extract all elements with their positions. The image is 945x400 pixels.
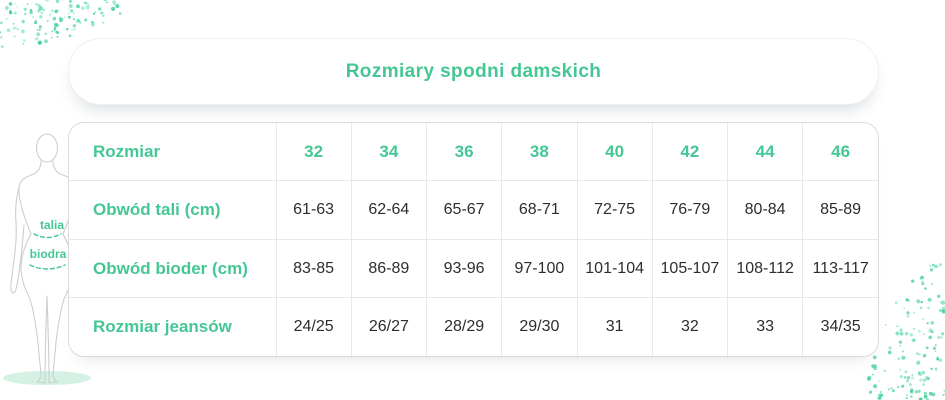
decor-speckle-bottom-right <box>866 263 945 400</box>
value-cell: 33 <box>727 297 804 356</box>
value-cell: 32 <box>652 297 729 356</box>
size-header-cell: 46 <box>802 123 878 182</box>
decor-speckle-top-left <box>0 0 122 48</box>
waist-label: talia <box>40 218 64 232</box>
table-row: Rozmiar jeansów 24/25 26/27 28/29 29/30 31 32 3… <box>69 297 878 356</box>
size-table: Rozmiar 32 34 36 38 40 42 44 46 Obwód tali (cm) 61… <box>69 123 878 356</box>
size-header-cell: 32 <box>276 123 352 182</box>
value-cell: 62-64 <box>351 180 428 240</box>
size-header-cell: 38 <box>501 123 578 182</box>
value-cell: 31 <box>577 297 653 356</box>
value-cell: 113-117 <box>802 239 878 299</box>
page-title: Rozmiary spodni damskich <box>345 60 602 82</box>
value-cell: 65-67 <box>426 180 503 240</box>
value-cell: 29/30 <box>501 297 578 356</box>
value-cell: 72-75 <box>577 180 653 240</box>
hips-dashed-arc <box>29 264 66 270</box>
value-cell: 34/35 <box>820 318 861 336</box>
row-label: Obwód tali (cm) <box>69 180 277 240</box>
value-cell: 68-71 <box>501 180 578 240</box>
table-row: Obwód tali (cm) 61-63 62-64 65-67 68-71 72-75… <box>69 180 878 240</box>
value-cell: 85-89 <box>802 180 878 240</box>
value-cell: 76-79 <box>652 180 729 240</box>
value-cell: 83-85 <box>276 239 352 299</box>
value-cell: 93-96 <box>426 239 503 299</box>
value-cell: 101-104 <box>577 239 653 299</box>
figure-head-outline <box>35 133 59 163</box>
size-header-cell: 36 <box>426 123 503 182</box>
size-table-container: Rozmiar 32 34 36 38 40 42 44 46 Obwód tali (cm) 61… <box>68 122 879 357</box>
waist-dashed-arc <box>33 233 62 239</box>
table-row: Obwód bioder (cm) 83-85 86-89 93-96 97-100 10… <box>69 239 878 299</box>
table-header-row: Rozmiar 32 34 36 38 40 42 44 46 <box>69 123 878 182</box>
row-label: Rozmiar jeansów <box>69 297 277 356</box>
value-cell: 26/27 <box>351 297 428 356</box>
value-cell: 97-100 <box>501 239 578 299</box>
size-header-cell: 44 <box>727 123 804 182</box>
value-cell: 28/29 <box>426 297 503 356</box>
row-label: Rozmiar <box>69 123 277 182</box>
value-cell: 61-63 <box>276 180 352 240</box>
figure-ground-shadow <box>3 371 91 385</box>
size-header-cell: 40 <box>577 123 653 182</box>
figure-body-outline <box>18 160 76 384</box>
row-label: Obwód bioder (cm) <box>69 239 277 299</box>
value-cell: 80-84 <box>727 180 804 240</box>
size-header-cell: 42 <box>652 123 729 182</box>
value-cell: 24/25 <box>276 297 352 356</box>
value-cell: 86-89 <box>351 239 428 299</box>
hips-label: biodra <box>30 247 67 261</box>
size-header-cell: 34 <box>351 123 428 182</box>
title-banner: Rozmiary spodni damskich <box>68 38 879 105</box>
size-table-body: Rozmiar 32 34 36 38 40 42 44 46 Obwód tali (cm) 61… <box>69 123 878 356</box>
value-cell: 108-112 <box>727 239 804 299</box>
value-cell: 105-107 <box>652 239 729 299</box>
figure-left-arm-outline <box>10 186 25 294</box>
